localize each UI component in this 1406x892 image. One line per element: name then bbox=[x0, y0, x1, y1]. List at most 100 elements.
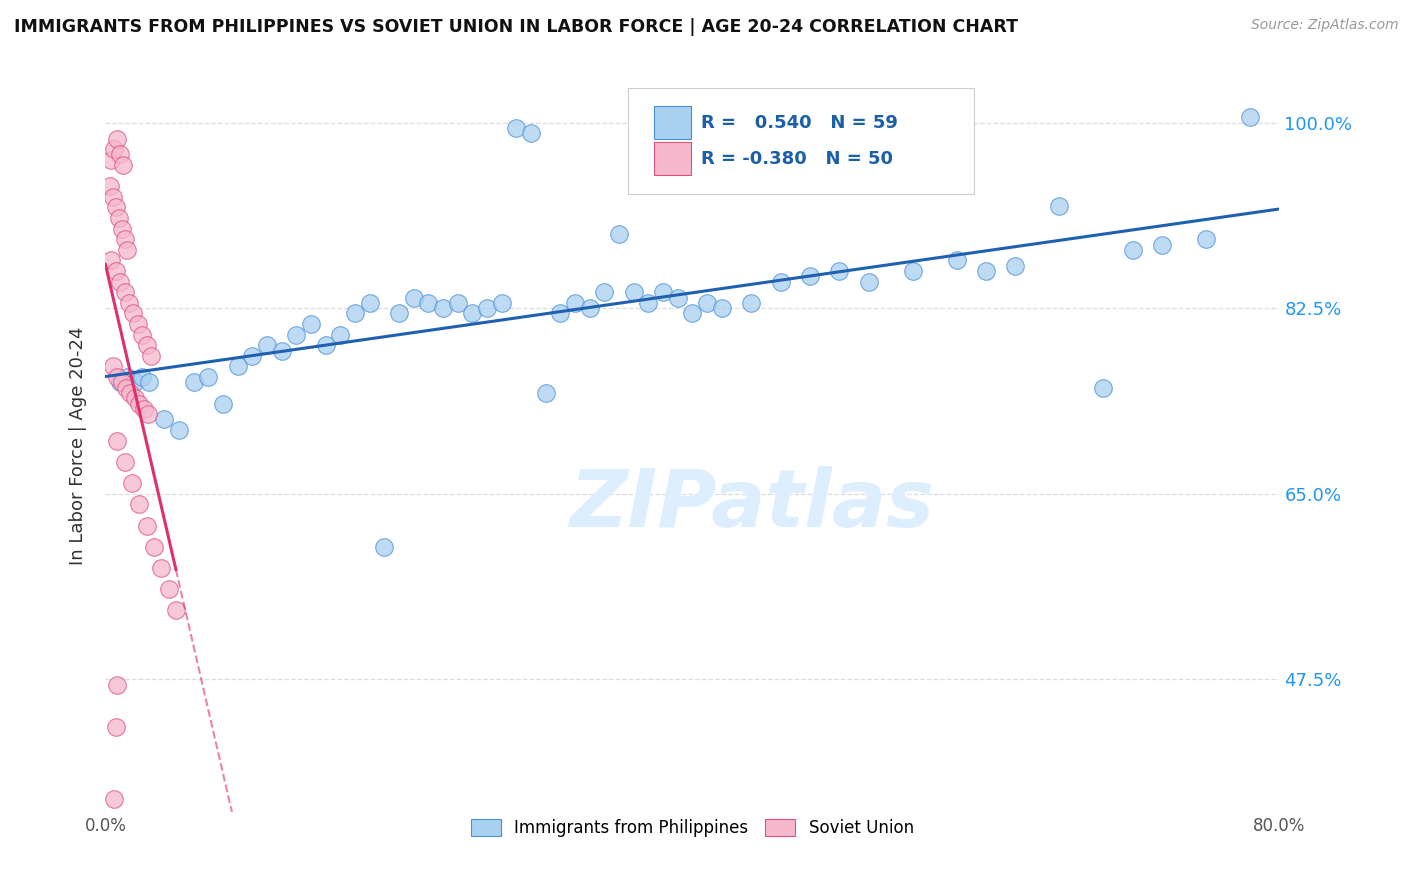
Point bbox=[1122, 243, 1144, 257]
Point bbox=[534, 386, 557, 401]
FancyBboxPatch shape bbox=[654, 143, 692, 176]
Point bbox=[110, 376, 132, 390]
Point bbox=[343, 306, 366, 320]
Point bbox=[461, 306, 484, 320]
Point bbox=[1092, 381, 1115, 395]
Point bbox=[150, 561, 173, 575]
Point bbox=[138, 376, 160, 390]
Point bbox=[114, 232, 136, 246]
Point bbox=[505, 120, 527, 135]
Point bbox=[114, 285, 136, 300]
Point bbox=[578, 301, 600, 316]
Point bbox=[101, 190, 124, 204]
Point bbox=[105, 131, 128, 145]
Point bbox=[226, 359, 249, 374]
FancyBboxPatch shape bbox=[654, 106, 692, 139]
Point bbox=[593, 285, 616, 300]
Point bbox=[637, 296, 659, 310]
Point bbox=[1239, 111, 1261, 125]
Point bbox=[211, 396, 233, 410]
Point bbox=[740, 296, 762, 310]
Point bbox=[1004, 259, 1026, 273]
Point bbox=[108, 275, 131, 289]
Point bbox=[270, 343, 292, 358]
Point bbox=[1047, 199, 1070, 213]
Point bbox=[652, 285, 675, 300]
Point bbox=[101, 359, 124, 374]
Point bbox=[139, 349, 162, 363]
Point bbox=[104, 720, 127, 734]
Text: IMMIGRANTS FROM PHILIPPINES VS SOVIET UNION IN LABOR FORCE | AGE 20-24 CORRELATI: IMMIGRANTS FROM PHILIPPINES VS SOVIET UN… bbox=[14, 18, 1018, 36]
Point bbox=[1195, 232, 1218, 246]
Point bbox=[114, 455, 136, 469]
Point bbox=[128, 396, 150, 410]
Point bbox=[858, 275, 880, 289]
Point bbox=[110, 221, 132, 235]
Point bbox=[118, 296, 141, 310]
Point bbox=[122, 306, 145, 320]
Point bbox=[418, 296, 440, 310]
Point bbox=[131, 370, 153, 384]
Point bbox=[100, 153, 122, 167]
Point bbox=[828, 264, 851, 278]
Point bbox=[285, 327, 308, 342]
Point bbox=[359, 296, 381, 310]
Point bbox=[1150, 237, 1173, 252]
Point bbox=[100, 253, 122, 268]
Y-axis label: In Labor Force | Age 20-24: In Labor Force | Age 20-24 bbox=[69, 326, 87, 566]
Point bbox=[388, 306, 411, 320]
FancyBboxPatch shape bbox=[628, 87, 974, 194]
Point bbox=[165, 603, 187, 617]
Point bbox=[167, 423, 190, 437]
Point bbox=[564, 296, 586, 310]
Point bbox=[128, 497, 150, 511]
Point bbox=[256, 338, 278, 352]
Point bbox=[108, 147, 131, 161]
Point bbox=[183, 376, 205, 390]
Point bbox=[136, 407, 159, 421]
Point bbox=[623, 285, 645, 300]
Point bbox=[117, 370, 139, 384]
Point bbox=[491, 296, 513, 310]
Point bbox=[124, 392, 146, 406]
Point bbox=[135, 518, 157, 533]
Point bbox=[402, 291, 425, 305]
Point bbox=[104, 264, 127, 278]
Point bbox=[945, 253, 967, 268]
Point bbox=[710, 301, 733, 316]
Point bbox=[127, 317, 149, 331]
Point bbox=[901, 264, 924, 278]
Point bbox=[520, 126, 543, 140]
Point bbox=[696, 296, 718, 310]
Point bbox=[115, 381, 138, 395]
Point bbox=[107, 211, 129, 225]
Point bbox=[121, 476, 143, 491]
Point bbox=[475, 301, 498, 316]
Point bbox=[550, 306, 572, 320]
Point bbox=[108, 376, 131, 390]
Point bbox=[105, 370, 128, 384]
Point bbox=[157, 582, 180, 596]
Text: R =   0.540   N = 59: R = 0.540 N = 59 bbox=[700, 113, 897, 132]
Point bbox=[666, 291, 689, 305]
Point bbox=[974, 264, 997, 278]
Point bbox=[112, 158, 135, 172]
Point bbox=[299, 317, 322, 331]
Text: R = -0.380   N = 50: R = -0.380 N = 50 bbox=[700, 150, 893, 169]
Point bbox=[682, 306, 704, 320]
Point bbox=[117, 243, 139, 257]
Point bbox=[131, 327, 153, 342]
Point bbox=[142, 540, 165, 554]
Point bbox=[104, 201, 127, 215]
Text: Source: ZipAtlas.com: Source: ZipAtlas.com bbox=[1251, 18, 1399, 32]
Legend: Immigrants from Philippines, Soviet Union: Immigrants from Philippines, Soviet Unio… bbox=[464, 812, 921, 844]
Point bbox=[315, 338, 337, 352]
Point bbox=[153, 412, 176, 426]
Point bbox=[329, 327, 352, 342]
Point bbox=[799, 269, 821, 284]
Point bbox=[197, 370, 219, 384]
Point bbox=[132, 401, 155, 416]
Point bbox=[447, 296, 470, 310]
Point bbox=[105, 677, 128, 691]
Point bbox=[240, 349, 263, 363]
